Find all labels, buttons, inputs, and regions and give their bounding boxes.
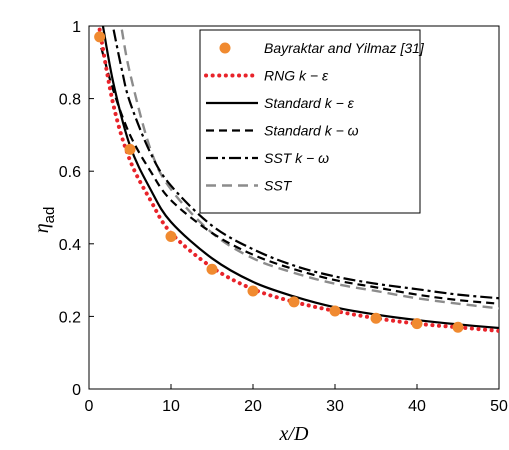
- x-tick-label: 30: [326, 398, 344, 415]
- series-line: [120, 29, 499, 310]
- legend-label: Standard k − ε: [264, 95, 355, 111]
- y-tick-label: 0: [72, 382, 81, 399]
- data-point: [124, 143, 136, 155]
- data-point: [411, 318, 423, 330]
- axis-ticks: 0 10 20 30 40 50 0 0.2 0.4 0.6 0.8 1: [59, 19, 508, 415]
- x-tick-label: 40: [408, 398, 426, 415]
- legend-box: [199, 29, 421, 214]
- series-line: [100, 47, 499, 305]
- legend-swatch: [219, 42, 231, 54]
- y-axis-label-subscript: ad: [41, 207, 58, 224]
- x-axis-label: x/D: [279, 423, 309, 445]
- data-point: [247, 285, 259, 297]
- data-point: [206, 263, 218, 275]
- y-tick-label: 0.8: [59, 92, 81, 109]
- y-axis-label: η: [31, 223, 53, 233]
- plot-frame: [88, 25, 500, 390]
- x-tick-label: 20: [244, 398, 262, 415]
- x-tick-label: 10: [162, 398, 180, 415]
- legend-label: Standard k − ω: [264, 123, 359, 139]
- data-point: [452, 321, 464, 333]
- data-point: [165, 231, 177, 243]
- x-tick-label: 50: [490, 398, 508, 415]
- legend: Bayraktar and Yilmaz [31] RNG k − ε Standa…: [199, 29, 425, 214]
- y-tick-label: 0.6: [59, 164, 81, 181]
- marker-layer: [94, 31, 464, 333]
- data-point: [329, 305, 341, 317]
- legend-label: SST k − ω: [264, 150, 329, 166]
- x-tick-label: 0: [85, 398, 94, 415]
- y-axis-label-group: ηad: [31, 207, 58, 234]
- svg-text:ηad: ηad: [31, 207, 58, 234]
- y-tick-label: 0.2: [59, 309, 81, 326]
- y-tick-label: 1: [72, 19, 81, 36]
- plot-area: [88, 25, 500, 390]
- series-line: [112, 29, 499, 300]
- legend-label: Bayraktar and Yilmaz [31]: [264, 40, 425, 56]
- y-tick-label: 0.4: [59, 237, 81, 254]
- legend-label: SST: [264, 178, 293, 194]
- data-point: [370, 312, 382, 324]
- legend-label: RNG k − ε: [264, 68, 329, 84]
- data-point: [288, 296, 300, 308]
- data-point: [94, 31, 106, 43]
